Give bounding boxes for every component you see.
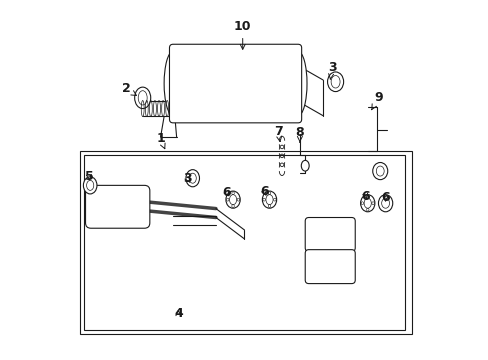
- Text: 4: 4: [174, 307, 183, 320]
- Ellipse shape: [301, 160, 308, 171]
- Text: 3: 3: [327, 61, 336, 80]
- Ellipse shape: [360, 195, 374, 212]
- Text: 6: 6: [381, 191, 389, 204]
- Ellipse shape: [288, 51, 306, 116]
- FancyBboxPatch shape: [85, 185, 149, 228]
- Ellipse shape: [327, 72, 343, 91]
- FancyBboxPatch shape: [169, 44, 301, 123]
- Text: 5: 5: [84, 170, 93, 183]
- Ellipse shape: [225, 191, 240, 208]
- Ellipse shape: [164, 51, 182, 116]
- Ellipse shape: [134, 87, 150, 109]
- Text: 7: 7: [273, 125, 282, 141]
- FancyBboxPatch shape: [305, 249, 354, 284]
- Ellipse shape: [372, 162, 387, 180]
- Ellipse shape: [262, 191, 276, 208]
- Ellipse shape: [378, 195, 392, 212]
- Text: 2: 2: [122, 82, 136, 95]
- Ellipse shape: [83, 177, 97, 194]
- Text: 3: 3: [183, 172, 191, 185]
- Text: 6: 6: [259, 185, 268, 198]
- Text: 9: 9: [371, 91, 382, 110]
- Text: 6: 6: [361, 190, 369, 203]
- Text: 10: 10: [233, 20, 251, 49]
- Text: 8: 8: [295, 126, 304, 142]
- Polygon shape: [83, 155, 405, 330]
- Ellipse shape: [185, 170, 199, 187]
- FancyBboxPatch shape: [305, 217, 354, 251]
- Text: 1: 1: [156, 132, 165, 149]
- Text: 6: 6: [222, 186, 230, 199]
